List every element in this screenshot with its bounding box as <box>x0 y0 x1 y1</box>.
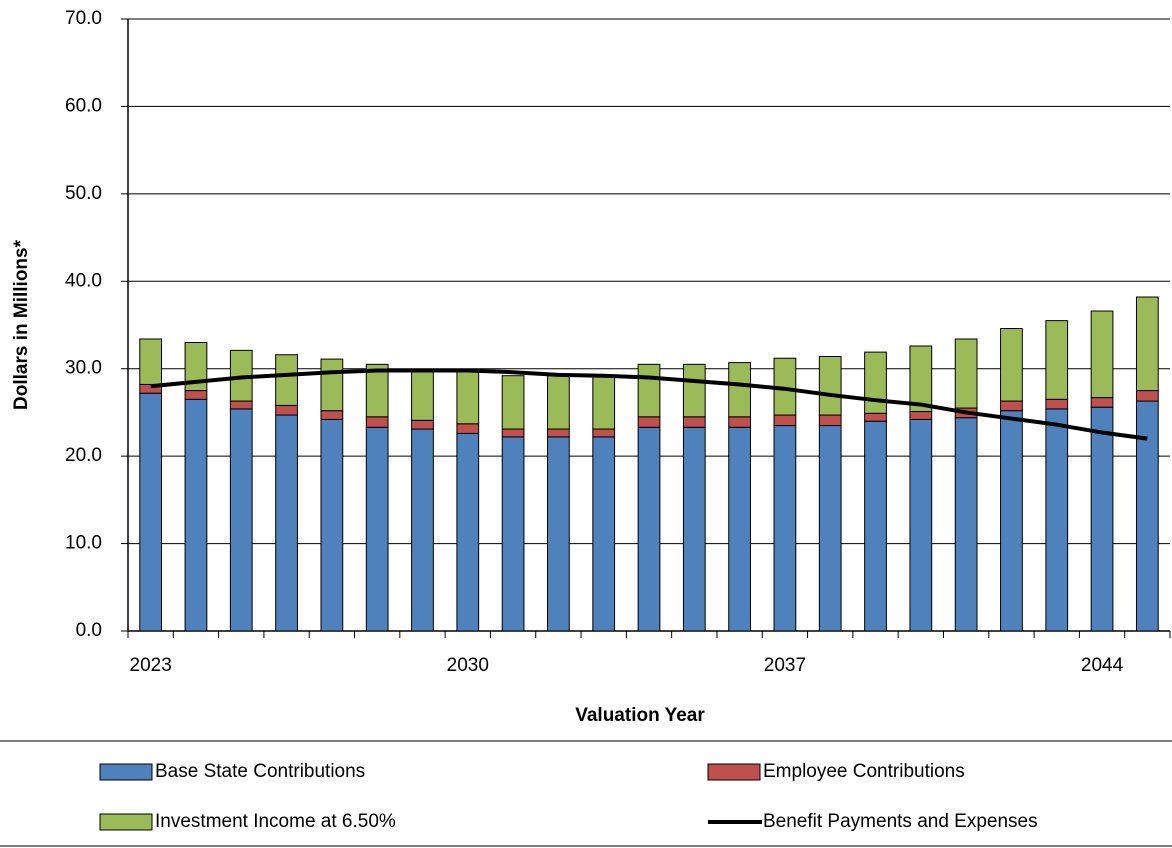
bar-segment <box>1135 296 1159 392</box>
y-tick-label: 0.0 <box>76 620 102 641</box>
bar-segment <box>184 390 208 400</box>
bar-segment <box>365 363 389 418</box>
bar-segment <box>1000 410 1023 632</box>
y-tick-label: 60.0 <box>65 95 102 116</box>
bar-segment <box>411 369 434 421</box>
bar-segment <box>1045 408 1069 632</box>
bar-segment <box>365 416 389 428</box>
bar-segment <box>139 392 163 632</box>
bar-segment <box>411 419 434 430</box>
bar-segment <box>1090 310 1114 399</box>
bar-segment <box>909 411 933 420</box>
bar-segment <box>1090 406 1114 632</box>
bar-segment <box>229 400 253 410</box>
x-tick-label: 2037 <box>764 655 806 676</box>
y-tick-label: 20.0 <box>65 445 102 466</box>
bar-segment <box>320 418 344 632</box>
bar-segment <box>682 363 706 418</box>
y-tick-label: 50.0 <box>65 183 102 204</box>
bar-segment <box>1045 398 1069 410</box>
bar-segment <box>1135 390 1159 402</box>
y-tick-label: 30.0 <box>65 358 102 379</box>
bar-segment <box>320 358 344 412</box>
bar-segment <box>456 423 480 434</box>
bar-segment <box>184 398 208 632</box>
bar-segment <box>365 426 389 632</box>
bar-segment <box>728 362 751 418</box>
bar-segment <box>1090 397 1114 408</box>
bar-segment <box>818 414 842 427</box>
bar-segment <box>456 369 480 425</box>
bar-segment <box>1000 327 1023 402</box>
bar-segment <box>818 355 842 416</box>
line <box>150 368 1148 441</box>
bar-segment <box>864 412 887 422</box>
bar-segment <box>864 351 887 414</box>
bar-segment <box>637 363 661 418</box>
bar-segment <box>637 426 661 632</box>
bar-segment <box>592 436 616 632</box>
x-tick-label: 2023 <box>130 655 172 676</box>
bar-segment <box>773 425 797 632</box>
bar-segment <box>592 428 616 438</box>
bar-segment <box>229 408 253 632</box>
bar-segment <box>1000 400 1023 412</box>
bar-segment <box>547 375 570 430</box>
bar-segment <box>456 432 480 632</box>
legend-label: Base State Contributions <box>155 761 365 782</box>
legend-label: Employee Contributions <box>763 761 965 782</box>
x-axis-title: Valuation Year <box>575 705 705 726</box>
bar-segment <box>547 428 570 438</box>
bar-segment <box>184 341 208 392</box>
bar-segment <box>411 428 434 632</box>
bar-segment <box>320 410 344 420</box>
y-tick-label: 10.0 <box>65 533 102 554</box>
bar-segment <box>773 414 797 427</box>
bar-segment <box>864 420 887 632</box>
y-tick-label: 70.0 <box>65 8 102 29</box>
bar-segment <box>275 404 298 416</box>
legend-swatch <box>707 763 761 781</box>
legend-swatch <box>99 763 153 781</box>
legend-swatch <box>99 813 153 831</box>
y-tick-label: 40.0 <box>65 270 102 291</box>
y-axis-title: Dollars in Millions* <box>11 239 32 410</box>
bar-segment <box>909 345 933 413</box>
bar-segment <box>275 354 298 406</box>
bar-segment <box>909 418 933 632</box>
bar-segment <box>547 436 570 632</box>
bar-segment <box>682 426 706 632</box>
x-tick-label: 2030 <box>447 655 489 676</box>
bar-segment <box>682 416 706 428</box>
bar-segment <box>1135 400 1159 632</box>
bar-segment <box>1045 320 1069 400</box>
bar-segment <box>501 436 525 632</box>
bar-segment <box>954 417 978 632</box>
bar-segment <box>501 375 525 430</box>
bar-segment <box>501 428 525 438</box>
legend-label: Benefit Payments and Expenses <box>763 811 1038 832</box>
bar-segment <box>728 416 751 428</box>
bar-segment <box>139 338 163 385</box>
x-tick-label: 2044 <box>1081 655 1124 676</box>
bar-segment <box>818 425 842 632</box>
bar-segment <box>275 414 298 632</box>
bar-segment <box>728 426 751 632</box>
bar-segment <box>954 338 978 409</box>
bar-segment <box>592 375 616 430</box>
bar-segment <box>637 416 661 428</box>
legend-label: Investment Income at 6.50% <box>155 811 396 832</box>
